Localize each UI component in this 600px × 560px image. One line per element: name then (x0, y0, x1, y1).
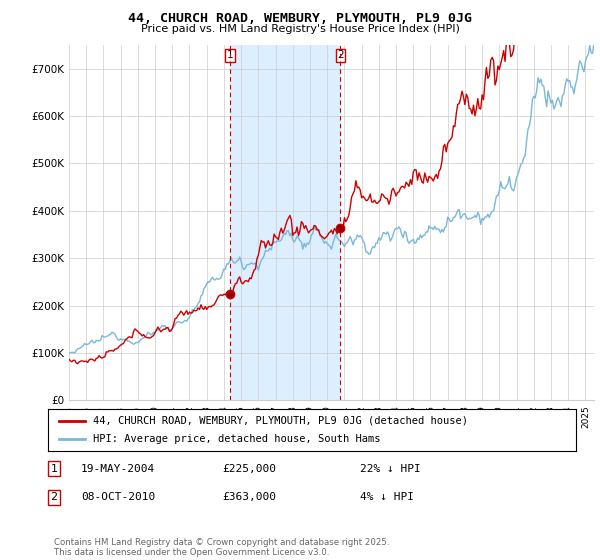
Text: 4% ↓ HPI: 4% ↓ HPI (360, 492, 414, 502)
Text: Contains HM Land Registry data © Crown copyright and database right 2025.
This d: Contains HM Land Registry data © Crown c… (54, 538, 389, 557)
Text: £225,000: £225,000 (222, 464, 276, 474)
Text: 1: 1 (50, 464, 58, 474)
Text: 08-OCT-2010: 08-OCT-2010 (81, 492, 155, 502)
Text: 44, CHURCH ROAD, WEMBURY, PLYMOUTH, PL9 0JG (detached house): 44, CHURCH ROAD, WEMBURY, PLYMOUTH, PL9 … (93, 416, 468, 426)
Text: HPI: Average price, detached house, South Hams: HPI: Average price, detached house, Sout… (93, 434, 380, 444)
Bar (230, 45, 340, 400)
Text: £363,000: £363,000 (222, 492, 276, 502)
Text: 22% ↓ HPI: 22% ↓ HPI (360, 464, 421, 474)
Text: 2: 2 (337, 50, 344, 60)
Text: 44, CHURCH ROAD, WEMBURY, PLYMOUTH, PL9 0JG: 44, CHURCH ROAD, WEMBURY, PLYMOUTH, PL9 … (128, 12, 472, 25)
Text: 2: 2 (50, 492, 58, 502)
Text: 19-MAY-2004: 19-MAY-2004 (81, 464, 155, 474)
Text: 1: 1 (227, 50, 233, 60)
Text: Price paid vs. HM Land Registry's House Price Index (HPI): Price paid vs. HM Land Registry's House … (140, 24, 460, 34)
